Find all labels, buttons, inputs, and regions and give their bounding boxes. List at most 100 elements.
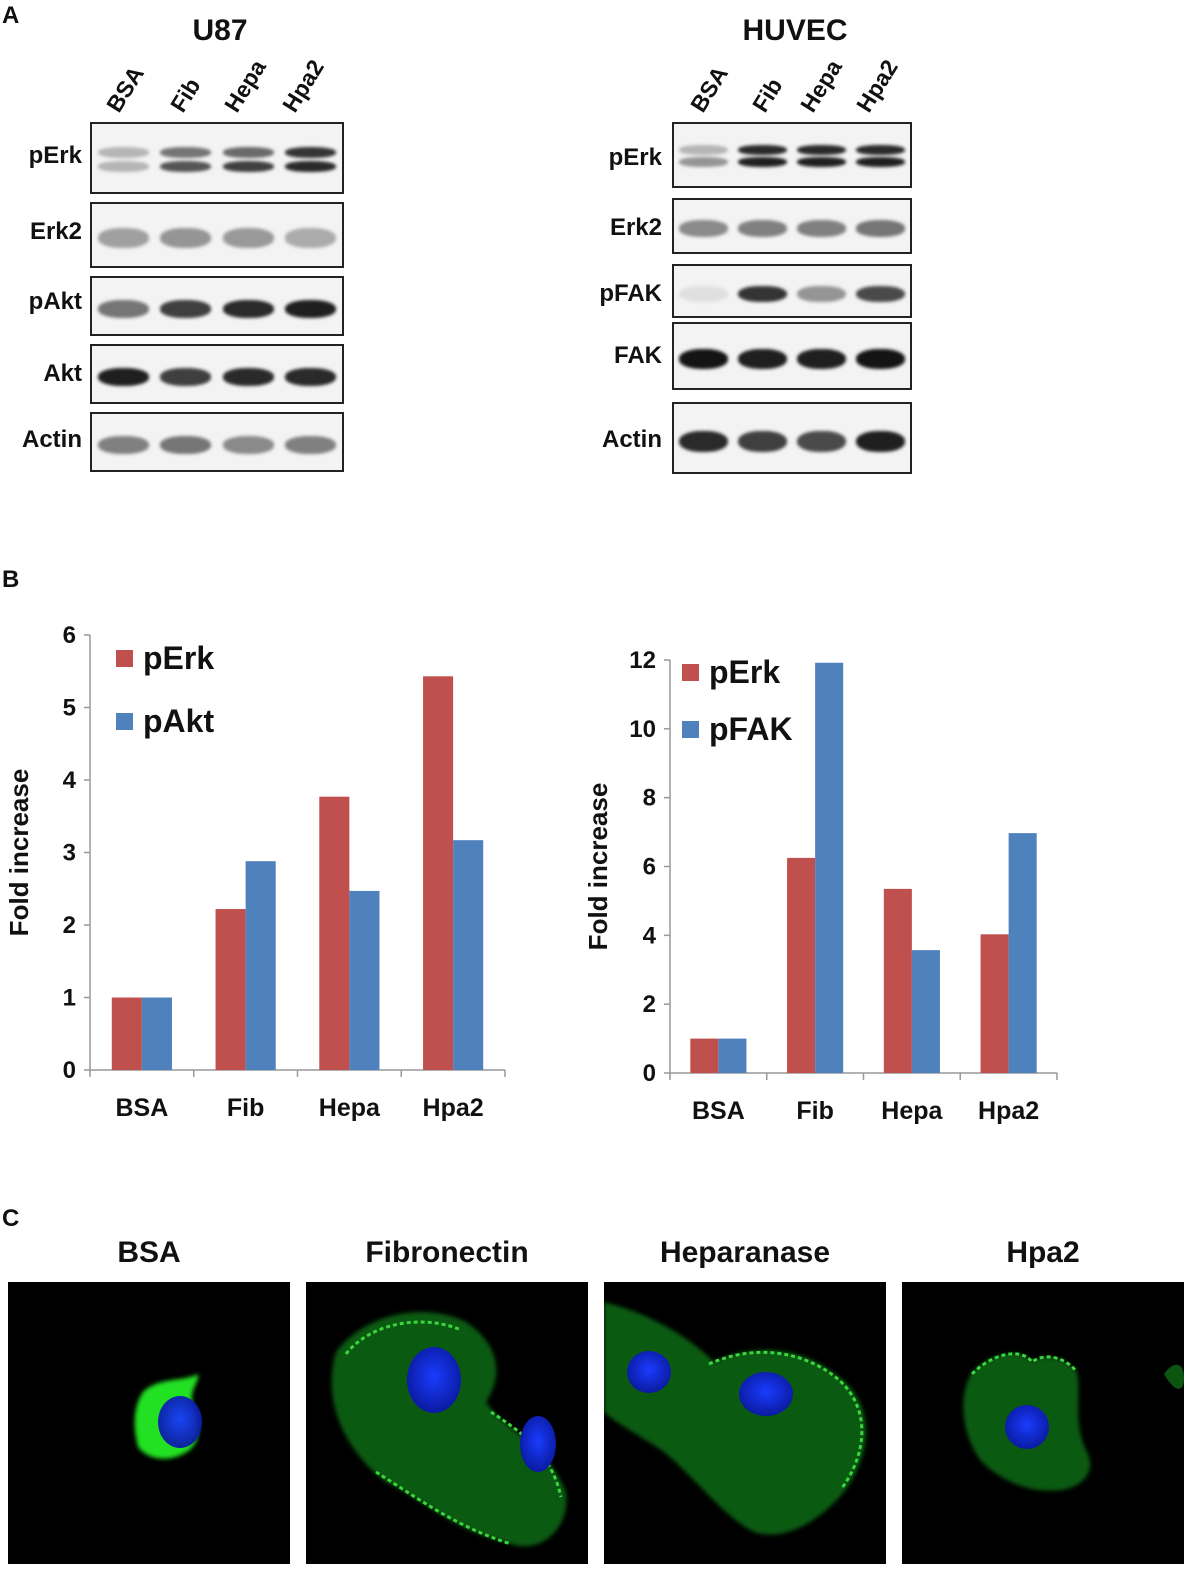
blot-band [160,367,212,386]
y-tick-label: 5 [63,695,76,722]
y-tick-label: 6 [63,622,76,649]
lane-label: Hpa2 [851,54,903,117]
blot-row-label: pAkt [28,288,82,315]
x-tick-label: Hepa [319,1094,381,1122]
blot-strip [672,122,912,188]
blot-strip [90,276,344,336]
y-axis-label: Fold increase [4,769,34,937]
bar [349,890,380,1070]
lane-label: Hepa [795,54,847,117]
legend-label: pAkt [143,703,214,739]
blot-band [679,348,728,370]
micrograph-title: Hpa2 [1006,1236,1080,1269]
micrograph-hpa2 [902,1282,1184,1564]
blot-band [738,430,787,453]
y-tick-label: 4 [643,922,657,949]
y-tick-label: 4 [63,767,77,794]
blot-strip [90,412,344,472]
blot-title-huvec: HUVEC [742,14,848,47]
legend-label: pFAK [709,711,793,747]
micrograph-fibronectin [306,1282,588,1564]
blot-title-u87: U87 [192,14,248,47]
y-tick-label: 1 [63,985,76,1012]
bar [453,840,484,1070]
lane-label: Fib [165,73,206,117]
bar [245,861,276,1070]
blot-band [856,430,905,453]
blot-band [222,299,274,318]
blot-row-label: Erk2 [29,218,82,245]
x-tick-label: Hpa2 [978,1097,1039,1125]
bar [718,1038,747,1073]
lane-label: Hepa [219,54,271,117]
blot-band [679,430,728,453]
lane-label: Hpa2 [277,54,329,117]
micrograph-title: Heparanase [659,1236,831,1269]
blot-band [856,220,905,237]
bar [423,676,454,1070]
bar [111,997,142,1070]
blot-row-label: pErk [608,144,662,171]
lane-label: BSA [685,61,733,117]
lane-label: BSA [101,61,149,117]
blot-strip [672,402,912,474]
x-tick-label: BSA [115,1094,168,1122]
blot-band [797,157,846,168]
y-axis-label: Fold increase [583,783,613,951]
y-tick-label: 0 [643,1060,656,1087]
y-tick-label: 0 [63,1057,76,1084]
blot-band [97,299,149,318]
blot-band [679,285,728,302]
blot-strip [90,202,344,268]
legend-swatch [116,713,133,730]
blot-band [797,348,846,370]
micrograph-bsa [8,1282,290,1564]
bar [141,997,172,1070]
blot-band [856,285,905,302]
bar [690,1038,719,1073]
blot-band [285,367,337,386]
blot-row-label: pErk [28,142,82,169]
legend-swatch [116,650,133,667]
panel-letter-a: A [2,2,20,29]
blot-row-label: Erk2 [609,214,662,241]
y-tick-label: 10 [629,716,656,743]
bar [980,934,1009,1073]
legend-label: pErk [143,640,214,676]
legend-swatch [682,664,699,681]
bar [1008,833,1037,1073]
bar-chart-huvec: 0 2 4 6 8 10 12 BSA Fib Hepa Hpa2 Fold increase pErk… [583,647,1058,1125]
blot-band [222,160,274,172]
blot-band [679,157,728,168]
blot-band [285,160,337,172]
x-tick-label: Fib [796,1097,834,1125]
blot-band [97,160,149,172]
blot-row-label: FAK [614,342,662,369]
x-tick-label: Hepa [881,1097,943,1125]
blot-row-label: pFAK [599,280,662,307]
blot-band [856,157,905,168]
blot-band [285,299,337,318]
blot-band [160,228,212,248]
lane-label: Fib [747,73,788,117]
blot-band [285,147,337,158]
blot-band [856,145,905,155]
micrograph-title: BSA [117,1236,181,1269]
panel-letter-b: B [2,566,20,593]
blot-band [797,285,846,302]
blot-band [856,348,905,370]
blot-band [222,367,274,386]
y-tick-label: 2 [63,912,76,939]
blot-strip [90,122,344,194]
blot-band [97,367,149,386]
bar [911,950,940,1073]
blot-band [738,285,787,302]
blot-band [97,228,149,248]
blot-band [738,220,787,237]
y-tick-label: 3 [63,840,76,867]
blot-band [285,228,337,248]
blot-band [285,435,337,454]
blot-strip [672,322,912,390]
blot-band [222,435,274,454]
bar [215,909,246,1070]
